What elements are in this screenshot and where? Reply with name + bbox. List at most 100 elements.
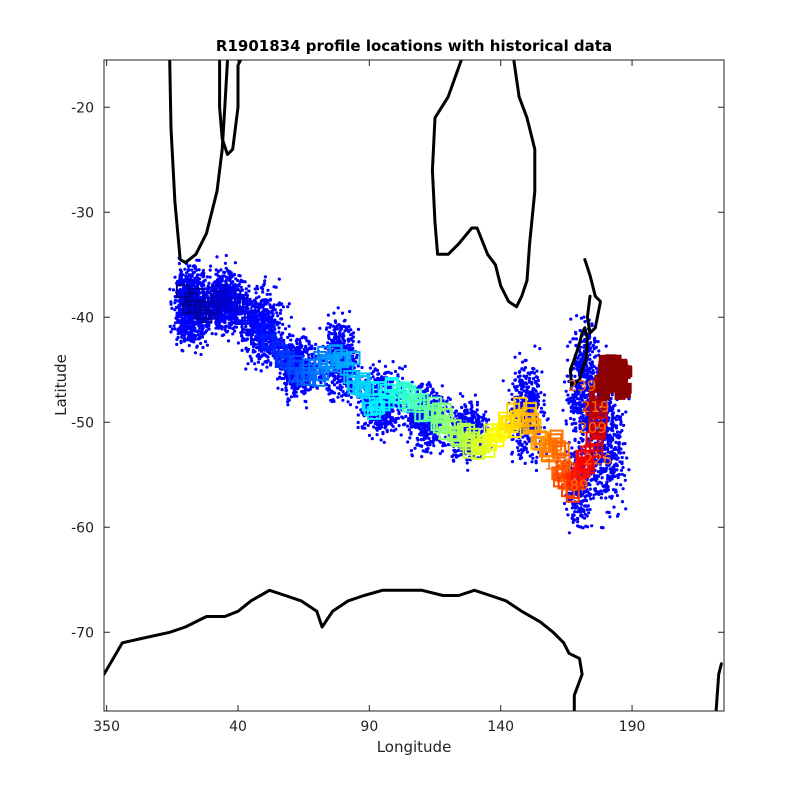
historical-point — [177, 261, 181, 266]
historical-point — [173, 327, 177, 331]
historical-point — [523, 366, 528, 370]
historical-point — [197, 280, 202, 284]
historical-point — [590, 350, 595, 354]
historical-point — [223, 261, 227, 265]
historical-point — [374, 390, 378, 394]
historical-point — [591, 371, 595, 375]
historical-point — [389, 371, 393, 375]
historical-point — [522, 368, 526, 372]
historical-point — [521, 448, 525, 453]
historical-point — [590, 360, 595, 364]
historical-point — [270, 318, 274, 322]
historical-point — [298, 340, 302, 345]
historical-point — [328, 325, 332, 329]
historical-point — [354, 360, 358, 364]
historical-point — [354, 356, 358, 360]
historical-point — [248, 297, 252, 301]
historical-point — [247, 289, 251, 293]
historical-point — [180, 278, 184, 282]
historical-point — [375, 368, 380, 372]
historical-point — [565, 398, 569, 402]
historical-point — [425, 428, 429, 432]
historical-point — [419, 438, 423, 442]
historical-point — [454, 409, 458, 413]
historical-point — [269, 361, 273, 365]
historical-point — [526, 391, 530, 395]
historical-point — [233, 261, 237, 265]
historical-point — [226, 329, 230, 333]
historical-point — [446, 410, 450, 414]
historical-point — [535, 455, 539, 459]
historical-point — [475, 403, 479, 407]
historical-point — [304, 344, 308, 348]
historical-point — [570, 446, 574, 450]
historical-point — [597, 349, 601, 353]
historical-point — [246, 362, 250, 366]
historical-point — [304, 350, 308, 354]
historical-point — [420, 455, 424, 459]
historical-point — [337, 331, 341, 335]
historical-point — [429, 451, 433, 455]
historical-point — [247, 284, 251, 288]
historical-point — [302, 392, 306, 396]
historical-point — [263, 342, 268, 346]
historical-point — [259, 301, 263, 305]
historical-point — [395, 404, 399, 408]
historical-point — [517, 370, 521, 374]
historical-point — [577, 354, 581, 358]
historical-point — [243, 280, 247, 284]
historical-point — [582, 345, 586, 349]
historical-point — [201, 332, 205, 336]
historical-point — [589, 341, 593, 345]
historical-point — [245, 333, 249, 337]
historical-point — [255, 284, 259, 288]
historical-point — [225, 316, 229, 320]
historical-point — [187, 343, 191, 348]
historical-point — [531, 377, 536, 381]
historical-point — [236, 341, 240, 345]
historical-point — [335, 386, 340, 390]
historical-point — [409, 414, 413, 418]
historical-point — [417, 424, 421, 429]
historical-point — [340, 311, 345, 315]
historical-point — [176, 311, 180, 315]
historical-point — [482, 413, 486, 417]
historical-point — [418, 432, 422, 436]
historical-point — [425, 383, 429, 387]
historical-point — [181, 273, 185, 277]
historical-point — [393, 369, 398, 374]
historical-point — [370, 437, 374, 441]
historical-point — [217, 326, 221, 330]
historical-point — [173, 298, 177, 302]
historical-point — [330, 380, 334, 384]
historical-point — [398, 366, 402, 370]
historical-point — [347, 337, 351, 341]
historical-point — [281, 322, 285, 326]
historical-point — [230, 285, 234, 289]
historical-point — [349, 333, 353, 337]
historical-point — [304, 406, 309, 410]
historical-point — [569, 399, 573, 403]
historical-point — [220, 325, 224, 329]
historical-point — [426, 443, 430, 447]
historical-point — [178, 273, 182, 278]
historical-point — [183, 267, 187, 271]
historical-point — [194, 334, 198, 338]
historical-point — [389, 415, 393, 420]
historical-point — [284, 386, 288, 390]
historical-point — [348, 309, 352, 314]
historical-point — [379, 424, 383, 428]
historical-point — [318, 326, 322, 330]
historical-point — [263, 275, 267, 279]
historical-point — [173, 321, 178, 325]
historical-point — [370, 371, 374, 376]
historical-point — [420, 384, 424, 388]
historical-point — [214, 281, 218, 285]
historical-point — [465, 411, 469, 415]
historical-point — [518, 443, 522, 447]
historical-point — [535, 369, 539, 373]
historical-point — [246, 347, 251, 351]
historical-point — [305, 339, 309, 343]
historical-point — [236, 278, 240, 283]
